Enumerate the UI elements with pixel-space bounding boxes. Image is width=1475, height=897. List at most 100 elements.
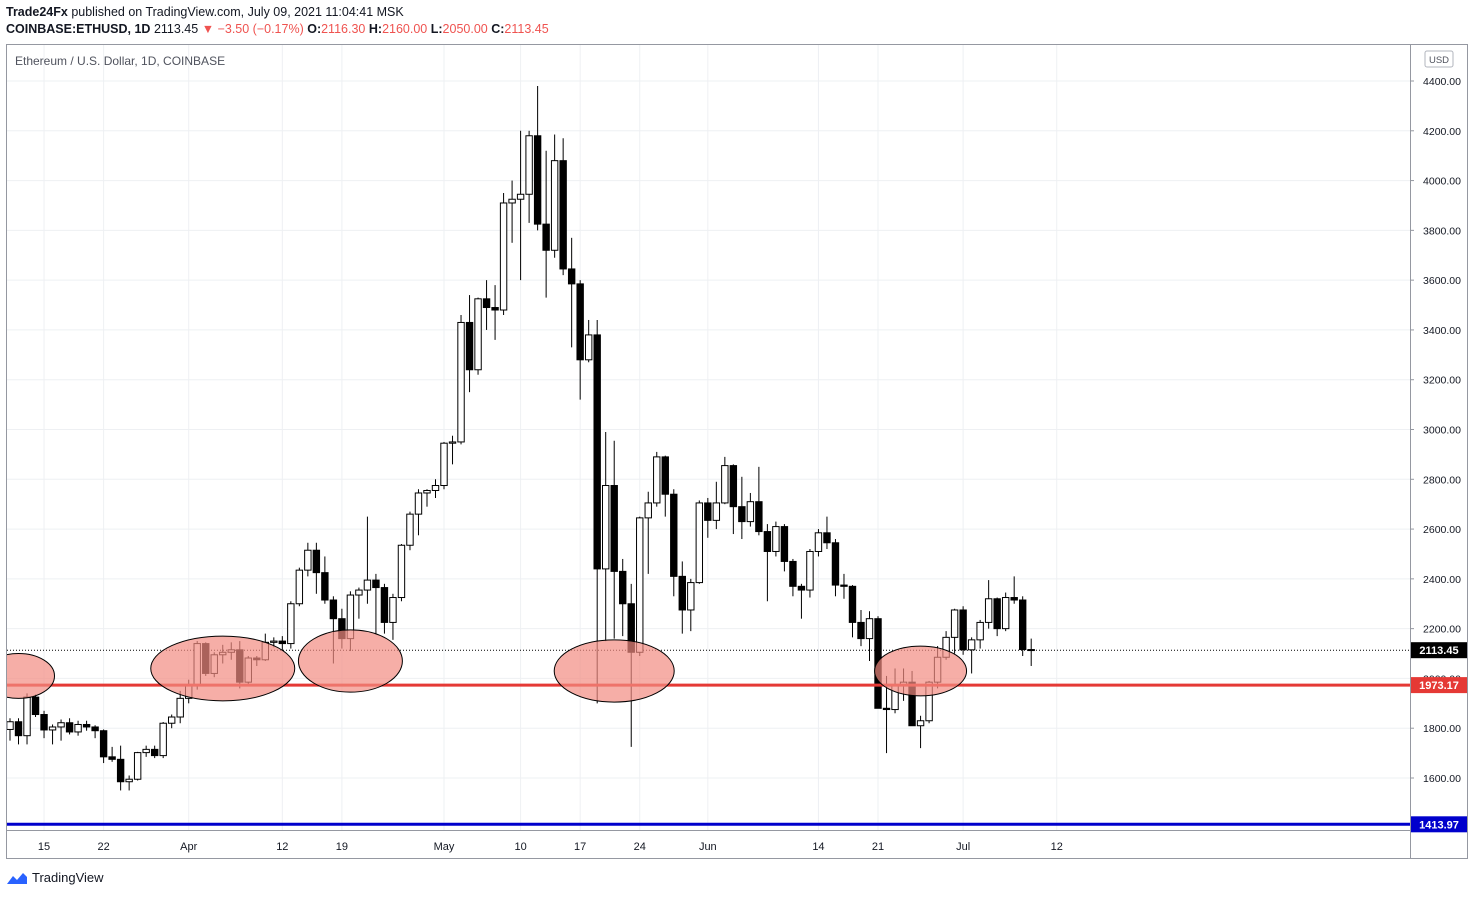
candle-body (1027, 649, 1035, 652)
candle-body (40, 714, 48, 731)
candle-body (550, 160, 559, 251)
candle-body (474, 298, 482, 371)
down-arrow-icon: ▼ (201, 22, 215, 36)
candle-body (516, 193, 525, 200)
y-tick-label: 3400.00 (1423, 325, 1461, 337)
candle-body (789, 560, 797, 587)
last-price-label-text: 2113.45 (1419, 645, 1458, 657)
candle-body (176, 697, 184, 718)
y-tick-label: 2600.00 (1423, 524, 1461, 536)
candle-body (704, 502, 712, 521)
candle-body (984, 598, 993, 623)
publish-info: Trade24Fx published on TradingView.com, … (6, 5, 404, 19)
candle-body (278, 640, 287, 645)
candle-body (814, 532, 823, 552)
candle-body (414, 492, 423, 515)
candle-body (806, 550, 814, 591)
currency-badge (1424, 50, 1454, 68)
y-tick-label: 3200.00 (1423, 375, 1461, 387)
y-tick-label: 2800.00 (1423, 474, 1461, 486)
candle-body (14, 721, 23, 737)
candle-body (133, 752, 142, 780)
candle-body (499, 202, 508, 311)
low-value: 2050.00 (442, 22, 488, 36)
x-tick-label: 24 (634, 841, 646, 853)
candle-body (576, 283, 584, 361)
candle-body (491, 307, 499, 311)
candle-body (31, 696, 40, 716)
candle-body (619, 570, 627, 605)
currency-label: USD (1429, 55, 1449, 66)
candle-body (636, 517, 644, 653)
candle-body (82, 723, 91, 728)
candle-body (712, 502, 721, 521)
y-tick-label: 3800.00 (1423, 225, 1461, 237)
candle-body (312, 549, 321, 574)
candle-body (993, 598, 1001, 630)
candle-body (448, 441, 457, 444)
candle-body (823, 532, 831, 544)
candle-body (91, 726, 99, 732)
candle-body (959, 609, 967, 651)
footer-brand: TradingView (32, 870, 104, 885)
candle-body (610, 485, 618, 572)
last-price-label-box (1411, 642, 1467, 659)
candle-body (423, 489, 431, 494)
x-tick-label: 21 (872, 841, 884, 853)
x-tick-label: Jul (956, 841, 970, 853)
candle-body (644, 502, 652, 519)
open-value: 2116.30 (321, 22, 366, 36)
candle-body (780, 526, 789, 562)
candle-body (584, 334, 593, 361)
candle-body (967, 639, 976, 651)
candle-body (1018, 599, 1027, 651)
price-label-box (1411, 677, 1467, 694)
candle-body (23, 696, 31, 737)
candle-body (329, 599, 338, 620)
y-tick-label: 4000.00 (1423, 176, 1461, 188)
candle-body (482, 298, 491, 309)
candle-body (116, 758, 125, 783)
candle-body (457, 321, 465, 443)
candle-body (729, 465, 738, 508)
candle-body (48, 726, 57, 731)
y-tick-label: 2200.00 (1423, 624, 1461, 636)
candle-body (57, 722, 65, 728)
candle-body (65, 722, 74, 733)
candle-body (772, 526, 780, 552)
chart-title: Ethereum / U.S. Dollar, 1D, COINBASE (15, 54, 225, 68)
candle-body (431, 485, 440, 491)
candle-body (287, 603, 295, 645)
candle-body (687, 582, 695, 611)
candle-body (74, 723, 82, 733)
x-tick-label: 12 (1051, 841, 1063, 853)
y-tick-label: 1600.00 (1423, 773, 1461, 785)
ohlc-legend: COINBASE:ETHUSD, 1D 2113.45 ▼ −3.50 (−0.… (6, 22, 549, 36)
x-tick-label: 12 (276, 841, 288, 853)
publish-text: published on TradingView.com, July 09, 2… (71, 5, 404, 19)
candle-body (950, 609, 959, 638)
candle-body (440, 442, 448, 487)
candle-body (167, 716, 176, 724)
candlestick-chart[interactable]: Ethereum / U.S. Dollar, 1D, COINBASE USD 1… (7, 45, 1467, 858)
candle-body (840, 584, 848, 587)
candle-body (865, 618, 874, 640)
candle-body (755, 501, 763, 533)
candle-body (1010, 597, 1018, 601)
low-label: L: (430, 22, 443, 36)
candle-body (695, 502, 704, 584)
candle-body (848, 585, 857, 623)
symbol-label: COINBASE:ETHUSD, 1D (6, 22, 151, 36)
candle-body (389, 597, 397, 623)
candle-body (976, 621, 984, 641)
candle-body (465, 321, 474, 371)
close-value: 2113.45 (504, 22, 549, 36)
candle-body (99, 730, 108, 758)
candle-body (508, 198, 516, 204)
open-label: O: (307, 22, 322, 36)
x-tick-label: May (434, 841, 455, 853)
candle-body (7, 721, 14, 730)
y-tick-label: 2400.00 (1423, 574, 1461, 586)
tradingview-footer: TradingView (6, 870, 104, 885)
candle-body (602, 485, 610, 570)
